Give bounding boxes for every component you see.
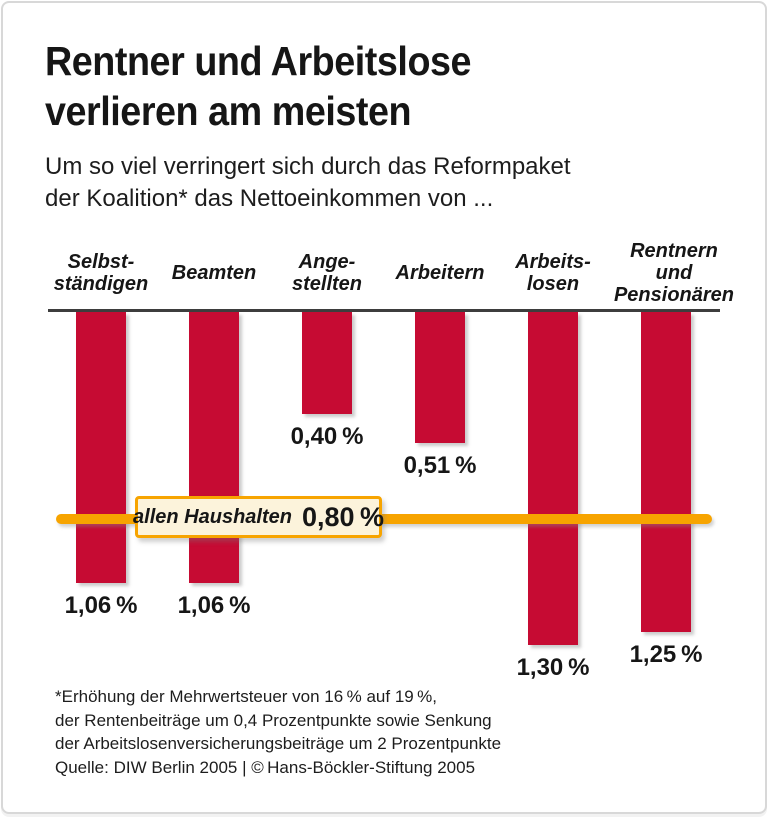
average-label: allen Haushalten	[133, 505, 292, 528]
value-label-rentnern-pensionaeren: 1,25 %	[629, 641, 703, 668]
subtitle-line-1: Um so viel verringert sich durch das Ref…	[45, 153, 571, 180]
average-reference-line	[56, 514, 712, 524]
footnote: *Erhöhung der Mehrwertsteuer von 16 % au…	[55, 685, 501, 779]
category-label-arbeitern: Arbeitern	[370, 237, 510, 309]
category-label-line: Arbeits-	[515, 251, 591, 273]
title-line-2: verlieren am meisten	[45, 88, 412, 134]
category-label-line: ständigen	[53, 273, 149, 295]
chart-subtitle: Um so viel verringert sich durch das Ref…	[45, 151, 571, 215]
footnote-line-3: der Arbeitslosenversicherungsbeiträge um…	[55, 734, 502, 753]
category-label-line: losen	[526, 273, 580, 295]
category-label-line: stellten	[291, 273, 363, 295]
category-label-line: Selbst-	[67, 251, 135, 273]
category-label-arbeitslosen: Arbeits-losen	[483, 237, 623, 309]
category-label-line: Arbeitern	[395, 262, 485, 284]
bar-beamten	[189, 312, 239, 583]
footnote-line-1: *Erhöhung der Mehrwertsteuer von 16 % au…	[55, 687, 437, 706]
bar-angestellten	[302, 312, 352, 414]
category-label-selbststaendigen: Selbst-ständigen	[31, 237, 171, 309]
bar-rentnern-pensionaeren	[641, 312, 691, 632]
title-line-1: Rentner und Arbeitslose	[45, 38, 472, 84]
category-label-line: und	[655, 262, 693, 284]
category-label-rentnern-pensionaeren: Rentnern und Pensionären	[604, 237, 744, 309]
footnote-line-2: der Rentenbeiträge um 0,4 Prozentpunkte …	[55, 710, 492, 730]
bar-arbeitern	[415, 312, 465, 443]
subtitle-line-2: der Koalition* das Nettoeinkommen von ..…	[45, 185, 494, 212]
value-label-beamten: 1,06 %	[177, 592, 251, 619]
value-label-arbeitern: 0,51 %	[403, 452, 477, 479]
category-label-angestellten: Ange-stellten	[257, 237, 397, 309]
category-label-line: Ange-	[298, 251, 356, 273]
category-label-beamten: Beamten	[144, 237, 284, 309]
category-label-line: Pensionären	[613, 284, 735, 306]
value-label-angestellten: 0,40 %	[290, 423, 364, 450]
category-label-line: Beamten	[171, 262, 257, 284]
zero-baseline	[48, 309, 720, 312]
average-label-box: allen Haushalten 0,80 %	[133, 496, 384, 538]
average-value: 0,80 %	[301, 501, 384, 532]
value-label-selbststaendigen: 1,06 %	[64, 592, 138, 619]
page-title: Rentner und Arbeitslose verlieren am mei…	[45, 36, 472, 136]
source-line: Quelle: DIW Berlin 2005 | © Hans-Böckler…	[55, 757, 476, 777]
bar-selbststaendigen	[76, 312, 126, 583]
value-label-arbeitslosen: 1,30 %	[516, 654, 590, 681]
bar-arbeitslosen	[528, 312, 578, 645]
category-label-line: Rentnern	[630, 240, 718, 262]
